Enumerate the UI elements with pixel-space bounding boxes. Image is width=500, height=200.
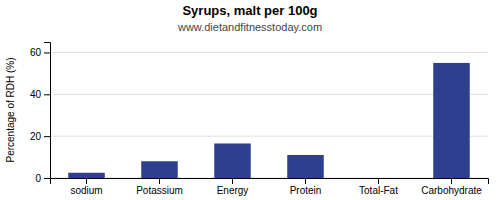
x-tick-mark bbox=[451, 178, 452, 184]
x-tick: Protein bbox=[290, 178, 322, 196]
bars bbox=[68, 63, 470, 178]
x-axis-line bbox=[51, 179, 489, 185]
y-tick: 0 bbox=[35, 173, 50, 184]
chart: Syrups, malt per 100g www.dietandfitnesst… bbox=[0, 0, 500, 200]
x-tick-mark bbox=[305, 178, 306, 184]
y-tick-label: 20 bbox=[30, 131, 42, 142]
grid-line bbox=[50, 136, 488, 137]
x-tick-label: Carbohydrate bbox=[421, 185, 482, 196]
x-tick-label: Protein bbox=[290, 185, 322, 196]
x-tick: Total-Fat bbox=[359, 178, 398, 196]
x-tick: sodium bbox=[70, 178, 102, 196]
x-tick-mark bbox=[232, 178, 233, 184]
bar bbox=[433, 63, 470, 178]
y-tick: 40 bbox=[30, 89, 50, 100]
bar bbox=[360, 178, 397, 179]
x-tick-label: Potassium bbox=[136, 185, 183, 196]
y-axis-line bbox=[44, 43, 51, 179]
y-tick-label: 40 bbox=[30, 89, 42, 100]
y-axis-title: Percentage of RDH (%) bbox=[5, 57, 16, 162]
subtitle: www.dietandfitnesstoday.com bbox=[177, 21, 322, 33]
y-tick: 60 bbox=[30, 47, 50, 58]
y-tick-mark bbox=[44, 52, 50, 53]
bar bbox=[287, 155, 324, 178]
x-tick-mark bbox=[159, 178, 160, 184]
y-tick-mark bbox=[44, 94, 50, 95]
bar bbox=[141, 161, 178, 178]
x-tick: Potassium bbox=[136, 178, 183, 196]
y-tick: 20 bbox=[30, 131, 50, 142]
x-tick-mark bbox=[378, 178, 379, 184]
bar bbox=[68, 173, 105, 178]
y-axis: 0 20 40 60 bbox=[30, 43, 51, 184]
plot: 0 20 40 60 sodium Potassium Energy Protein Total… bbox=[30, 43, 489, 197]
x-tick-mark bbox=[86, 178, 87, 184]
y-tick-mark bbox=[44, 178, 50, 179]
y-tick-label: 0 bbox=[35, 173, 41, 184]
x-axis: sodium Potassium Energy Protein Total-Fat Car… bbox=[51, 178, 489, 196]
x-tick: Carbohydrate bbox=[421, 178, 482, 196]
y-tick-label: 60 bbox=[30, 47, 42, 58]
grid-line bbox=[50, 94, 488, 95]
grid bbox=[50, 52, 488, 178]
grid-line bbox=[50, 52, 488, 53]
title: Syrups, malt per 100g bbox=[182, 3, 317, 18]
x-tick-label: sodium bbox=[70, 185, 102, 196]
x-tick-label: Total-Fat bbox=[359, 185, 398, 196]
x-tick: Energy bbox=[217, 178, 249, 196]
x-tick-label: Energy bbox=[217, 185, 249, 196]
bar bbox=[214, 143, 251, 178]
y-tick-mark bbox=[44, 136, 50, 137]
